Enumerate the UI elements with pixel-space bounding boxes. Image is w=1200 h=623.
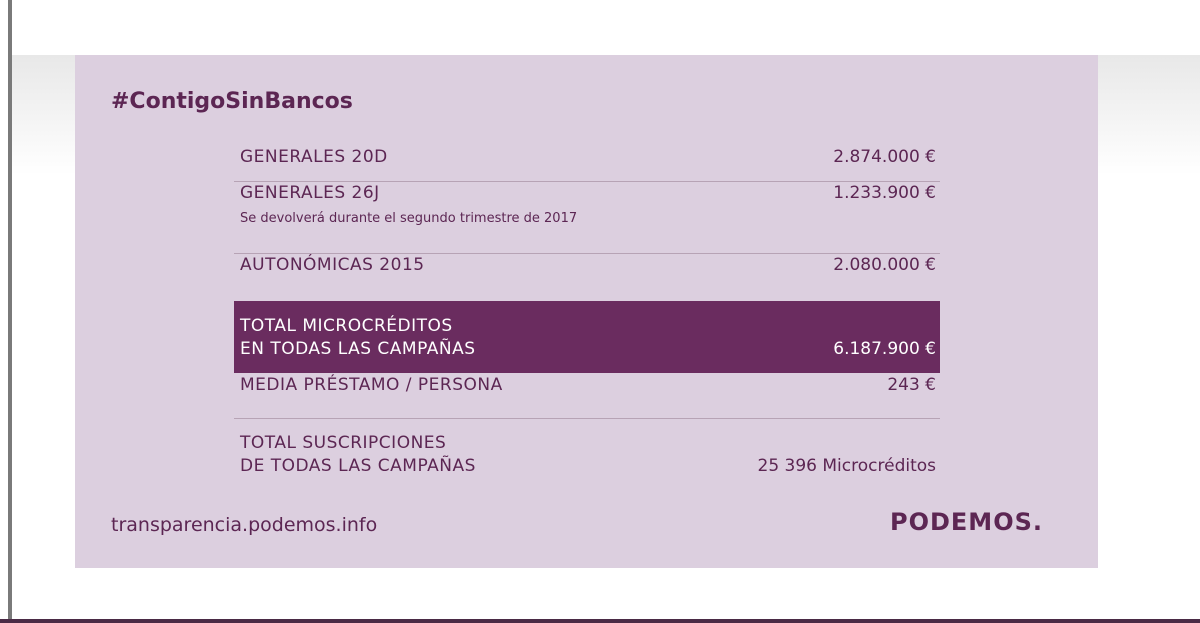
logo: PODEMOS. (890, 508, 1043, 536)
row-value: 2.080.000 € (833, 255, 936, 275)
row-label: TOTAL SUSCRIPCIONES (240, 433, 447, 453)
row-value: 25 396 Microcréditos (757, 456, 937, 476)
table-row: TOTAL SUSCRIPCIONES DE TODAS LAS CAMPAÑAS… (234, 418, 940, 488)
hashtag: #ContigoSinBancos (111, 89, 353, 114)
total-row: TOTAL MICROCRÉDITOS EN TODAS LAS CAMPAÑAS… (234, 301, 940, 373)
window-edge (8, 0, 12, 623)
row-value: 2.874.000 € (833, 147, 936, 167)
row-label: GENERALES 26J (240, 183, 380, 203)
bottom-bar (0, 619, 1200, 623)
row-note: Se devolverá durante el segundo trimestr… (240, 211, 578, 226)
table-row: GENERALES 26J Se devolverá durante el seg… (234, 181, 940, 254)
table-row: MEDIA PRÉSTAMO / PERSONA 243 € (234, 373, 940, 419)
row-value: 6.187.900 € (833, 339, 936, 359)
row-label: DE TODAS LAS CAMPAÑAS (240, 456, 476, 476)
table-row: GENERALES 20D 2.874.000 € (234, 145, 940, 182)
url: transparencia.podemos.info (111, 514, 378, 536)
row-value: 243 € (887, 375, 936, 395)
row-value: 1.233.900 € (833, 183, 936, 203)
row-label: TOTAL MICROCRÉDITOS (240, 316, 453, 336)
row-label: GENERALES 20D (240, 147, 388, 167)
infographic-card: #ContigoSinBancos transparencia.podemos.… (75, 55, 1098, 568)
row-label: MEDIA PRÉSTAMO / PERSONA (240, 375, 503, 395)
row-label: EN TODAS LAS CAMPAÑAS (240, 339, 476, 359)
row-label: AUTONÓMICAS 2015 (240, 255, 425, 275)
table-row: AUTONÓMICAS 2015 2.080.000 € (234, 253, 940, 302)
